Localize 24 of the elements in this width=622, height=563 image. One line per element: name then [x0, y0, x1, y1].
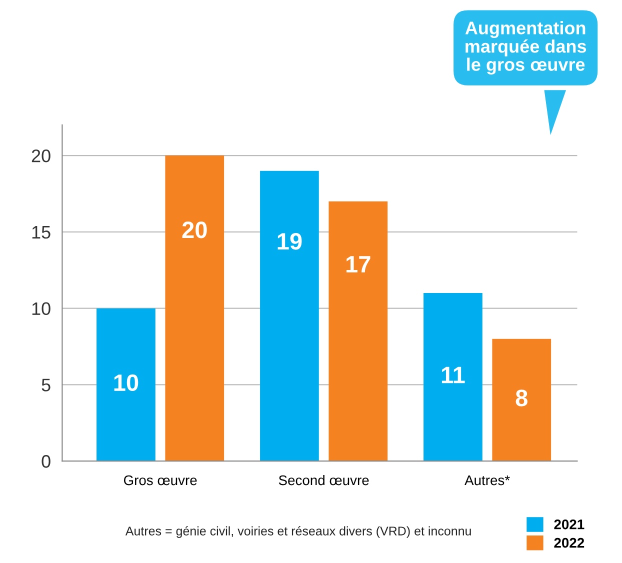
text: Augmentation marquée dans le gros œuvre	[465, 21, 586, 75]
bar	[328, 201, 388, 462]
data-label: 8	[516, 390, 528, 406]
data-label: 20	[182, 222, 207, 238]
data-label: 10	[114, 374, 138, 392]
text: Autres = génie civil, voiries et réseaux divers (VRD) et inconnu	[125, 526, 471, 538]
x-tick-label: Second œuvre	[278, 474, 369, 486]
data-label: 11	[442, 366, 465, 384]
x-tick-label: Gros œuvre	[124, 475, 197, 486]
y-tick-label: 0	[42, 455, 50, 468]
data-label: 17	[346, 256, 370, 272]
bar	[424, 293, 482, 462]
y-tick-label: 5	[42, 378, 50, 392]
bar	[492, 338, 552, 462]
bar	[96, 308, 156, 462]
legend-label: 2021	[554, 519, 584, 530]
y-tick-label: 15	[32, 226, 50, 239]
y-tick-label: 20	[32, 149, 50, 162]
data-label: 19	[278, 233, 302, 250]
legend-label: 2022	[554, 538, 584, 548]
y-tick-label: 10	[32, 302, 50, 316]
bar	[260, 170, 319, 462]
x-tick-label: Autres*	[464, 475, 510, 486]
bar	[165, 156, 224, 462]
